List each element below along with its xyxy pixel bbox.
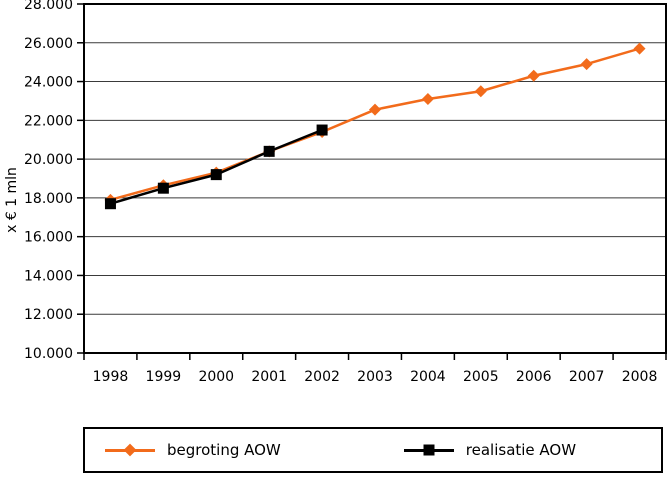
- x-axis-tick-label: 1998: [93, 369, 129, 385]
- begroting-line-sample: [105, 443, 155, 457]
- y-axis-tick-label: 16.000: [24, 230, 73, 246]
- diamond-marker-icon: [421, 93, 434, 106]
- diamond-marker-icon: [633, 42, 646, 55]
- y-axis-tick-label: 26.000: [24, 36, 73, 52]
- diamond-marker-icon: [580, 58, 593, 71]
- square-marker-icon: [210, 169, 222, 181]
- x-axis-tick-label: 2005: [463, 369, 499, 385]
- series-line-begroting-aow: [110, 47, 640, 202]
- y-axis-tick-label: 20.000: [24, 152, 73, 168]
- diamond-marker-icon: [123, 443, 137, 457]
- square-marker-icon: [316, 124, 328, 136]
- realisatie-line-sample: [403, 444, 454, 456]
- y-axis-tick-label: 24.000: [24, 75, 73, 91]
- y-axis-tick-label: 28.000: [24, 0, 73, 13]
- legend: begroting AOW realisatie AOW: [83, 427, 663, 473]
- plot-border: [83, 3, 667, 354]
- legend-label-realisatie-aow: realisatie AOW: [465, 441, 577, 459]
- square-marker-icon: [263, 145, 275, 157]
- y-axis-tick-label: 14.000: [24, 268, 73, 284]
- legend-label-begroting-aow: begroting AOW: [167, 441, 281, 459]
- square-marker-icon: [423, 444, 435, 456]
- y-axis-tick-label: 22.000: [24, 113, 73, 129]
- y-axis-tick-label: 10.000: [24, 346, 73, 362]
- diamond-marker-icon: [369, 103, 381, 116]
- square-marker-icon: [157, 182, 169, 194]
- x-axis-tick-label: 2006: [516, 369, 552, 385]
- legend-item-realisatie-aow: realisatie AOW: [403, 441, 577, 459]
- x-axis-tick-label: 1999: [146, 369, 182, 385]
- square-marker-icon: [104, 198, 116, 210]
- x-axis-tick-label: 2003: [357, 369, 393, 385]
- x-axis-tick-label: 2008: [622, 369, 658, 385]
- y-axis-tick-label: 18.000: [24, 191, 73, 207]
- x-axis-tick-label: 2000: [198, 369, 234, 385]
- diamond-marker-icon: [474, 85, 487, 98]
- y-axis-title: x € 1 mln: [4, 167, 20, 233]
- diamond-marker-icon: [527, 69, 540, 82]
- x-axis-tick-label: 2007: [569, 369, 605, 385]
- legend-item-begroting-aow: begroting AOW: [105, 441, 281, 459]
- x-axis-tick-label: 2004: [410, 369, 446, 385]
- x-axis-tick-label: 2001: [251, 369, 287, 385]
- line-chart-plot: 28.000 26.000 24.000 22.000 20.000 18.000 16.0…: [4, 0, 667, 385]
- y-axis-tick-label: 12.000: [24, 307, 73, 323]
- x-axis-tick-label: 2002: [304, 369, 340, 385]
